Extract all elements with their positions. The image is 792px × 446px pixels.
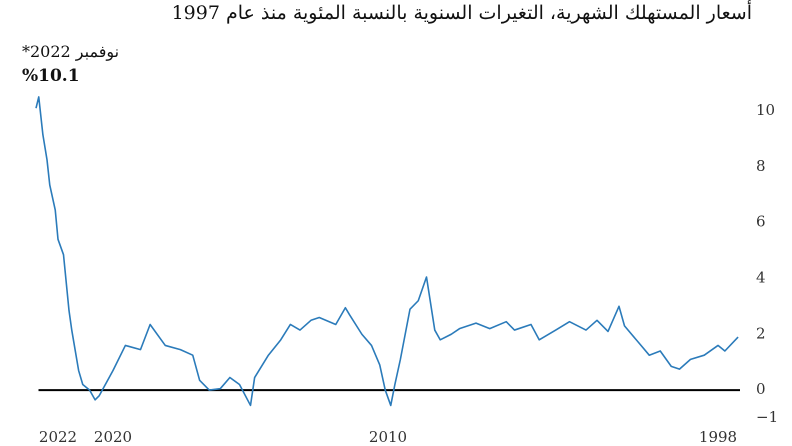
y-tick-label: 4 (756, 268, 766, 286)
y-tick-label: 10 (756, 101, 775, 119)
y-tick-label: −1 (756, 408, 778, 426)
annotation: نوفمبر 2022* (22, 42, 120, 61)
y-tick-label: 6 (756, 213, 766, 231)
y-tick-label: 8 (756, 157, 766, 175)
y-tick-label: 0 (756, 380, 766, 398)
x-tick-label: 1998 (699, 428, 737, 446)
y-tick-label: 2 (756, 324, 766, 342)
x-tick-label: 2020 (94, 428, 132, 446)
data-line (35, 96, 739, 407)
x-tick-label: 2022 (39, 428, 77, 446)
annotation-value: %10.1 (22, 66, 80, 86)
x-tick-label: 2010 (369, 428, 407, 446)
chart-title: أسعار المستهلك الشهرية، التغيرات السنوية… (171, 2, 752, 24)
